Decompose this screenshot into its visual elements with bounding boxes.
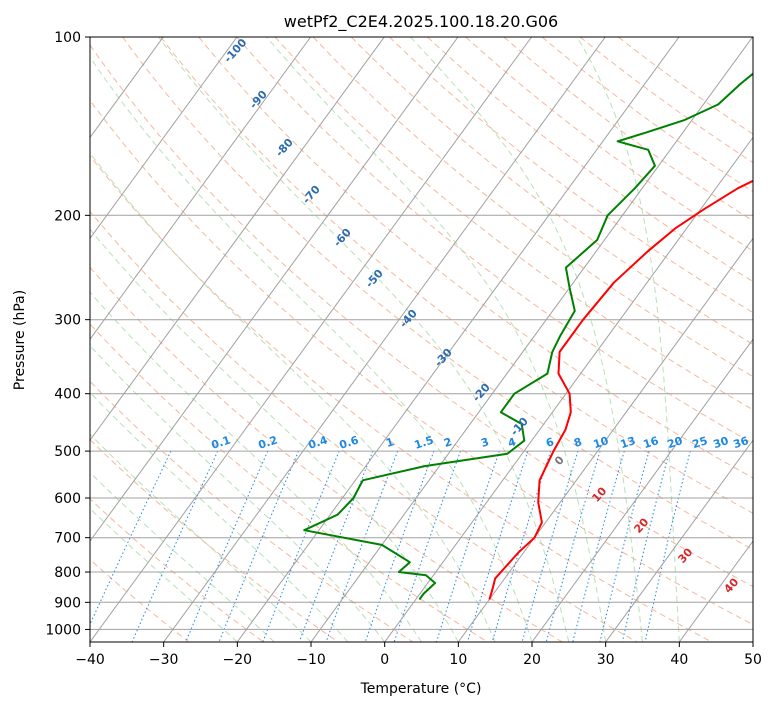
mixing-ratio-label: 3 — [479, 435, 490, 450]
plot-frame — [89, 36, 754, 643]
y-tick-label: 400 — [54, 387, 81, 403]
y-tick-label: 600 — [54, 491, 81, 507]
mixing-ratio-label: 16 — [642, 434, 661, 451]
x-tick-label: −20 — [223, 652, 253, 668]
moist-adiabat-line — [158, 37, 570, 642]
y-axis-label: Pressure (hPa) — [12, 290, 28, 390]
x-tick-label: 0 — [380, 652, 389, 668]
dry-adiabat-line — [90, 210, 638, 642]
dry-adiabat-line — [503, 37, 753, 222]
dry-adiabat-line — [312, 37, 753, 378]
dewpoint-profile-line — [303, 72, 753, 601]
isotherm-line — [236, 37, 680, 642]
moist-adiabat-line — [90, 291, 422, 642]
x-tick-label: −30 — [149, 652, 179, 668]
mixing-ratio-label: 0.1 — [210, 433, 233, 451]
dry-adiabat-line — [389, 37, 753, 314]
dry-adiabat-line — [90, 44, 753, 588]
moist-adiabat-line — [576, 37, 680, 642]
x-tick-label: 40 — [670, 652, 688, 668]
dry-adiabat-line — [90, 266, 563, 642]
mixing-ratio-label: 10 — [592, 434, 611, 451]
moist-adiabat-line — [90, 507, 238, 642]
moist-adiabat-line — [90, 471, 275, 642]
temperature-profile-line — [488, 179, 753, 600]
dry-adiabat-line — [198, 37, 753, 479]
mixing-ratio-label: 36 — [732, 434, 751, 451]
moist-adiabat-line — [410, 37, 643, 642]
mixing-ratio-line — [599, 450, 650, 642]
mixing-ratio-label: 1.5 — [413, 433, 436, 451]
chart-title: wetPf2_C2E4.2025.100.18.20.G06 — [284, 12, 558, 32]
x-tick-label: 50 — [744, 652, 762, 668]
mixing-ratio-label: 13 — [619, 434, 638, 451]
isotherm-line — [90, 37, 533, 642]
isotherm-line — [605, 439, 753, 642]
mixing-ratio-label: 4 — [506, 435, 518, 450]
x-tick-label: −40 — [75, 652, 105, 668]
x-tick-label: −10 — [296, 652, 326, 668]
y-tick-label: 100 — [54, 30, 81, 46]
isotherm-line — [90, 37, 312, 341]
mixing-ratio-label: 0.6 — [338, 433, 361, 451]
mixing-ratio-line — [521, 450, 579, 642]
dry-adiabat-line — [160, 37, 753, 514]
moist-adiabat-line — [90, 391, 349, 642]
isotherm-line — [310, 37, 753, 642]
mixing-ratio-label: 8 — [572, 435, 583, 450]
isotherm-line — [90, 37, 385, 442]
moist-adiabat-line — [90, 433, 312, 642]
y-tick-label: 900 — [54, 595, 81, 611]
mixing-ratio-line — [621, 450, 670, 642]
mixing-ratio-line — [572, 450, 625, 642]
moist-adiabat-line — [266, 37, 607, 642]
moist-adiabat-line — [90, 56, 533, 642]
dry-adiabat-line — [122, 37, 753, 551]
y-tick-label: 200 — [54, 208, 81, 224]
mixing-ratio-line — [364, 450, 435, 642]
series-layer — [303, 72, 753, 601]
dry-adiabat-line — [350, 37, 753, 345]
x-tick-label: 30 — [597, 652, 615, 668]
dry-adiabat-line — [236, 37, 753, 445]
background-lines — [90, 37, 753, 642]
y-tick-label: 300 — [54, 313, 81, 329]
dry-adiabat-line — [90, 99, 753, 626]
mixing-ratio-label: 6 — [544, 435, 556, 450]
mixing-ratio-label: 20 — [666, 434, 685, 451]
moist-adiabat-line — [90, 152, 496, 642]
y-tick-label: 700 — [54, 531, 81, 547]
mixing-ratio-label: 25 — [691, 434, 710, 451]
dry-adiabat-line — [90, 380, 414, 642]
isotherm-line — [90, 37, 459, 542]
isotherm-line — [163, 37, 606, 642]
mixing-ratio-line — [262, 450, 340, 642]
y-tick-label: 500 — [54, 444, 81, 460]
y-tick-label: 1000 — [45, 622, 81, 638]
mixing-ratio-line — [491, 450, 552, 642]
mixing-ratio-label: 2 — [442, 435, 453, 450]
x-tick-label: 20 — [523, 652, 541, 668]
mixing-ratio-line — [435, 450, 500, 642]
mixing-ratio-label: 1 — [384, 435, 395, 450]
axis-ticks: −40 −30 −20 −10 0 10 20 30 40 5010020030040050060… — [45, 30, 762, 668]
mixing-ratio-line — [90, 450, 172, 626]
mixing-ratio-label: 0.4 — [307, 433, 330, 451]
mixing-ratio-line — [218, 450, 299, 642]
dry-adiabat-line — [579, 37, 753, 164]
mixing-ratio-label: 30 — [712, 434, 731, 451]
x-axis-label: Temperature (°C) — [360, 681, 482, 697]
x-tick-label: 10 — [449, 652, 467, 668]
dry-adiabat-line — [90, 323, 488, 642]
mixing-ratio-line — [545, 450, 601, 642]
dry-adiabat-line — [274, 37, 753, 411]
mixing-ratio-label: 0.2 — [257, 433, 280, 451]
y-tick-label: 800 — [54, 565, 81, 581]
mixing-ratio-line — [298, 450, 374, 642]
mixing-ratio-line — [325, 450, 399, 642]
isotherm-line — [90, 37, 238, 240]
